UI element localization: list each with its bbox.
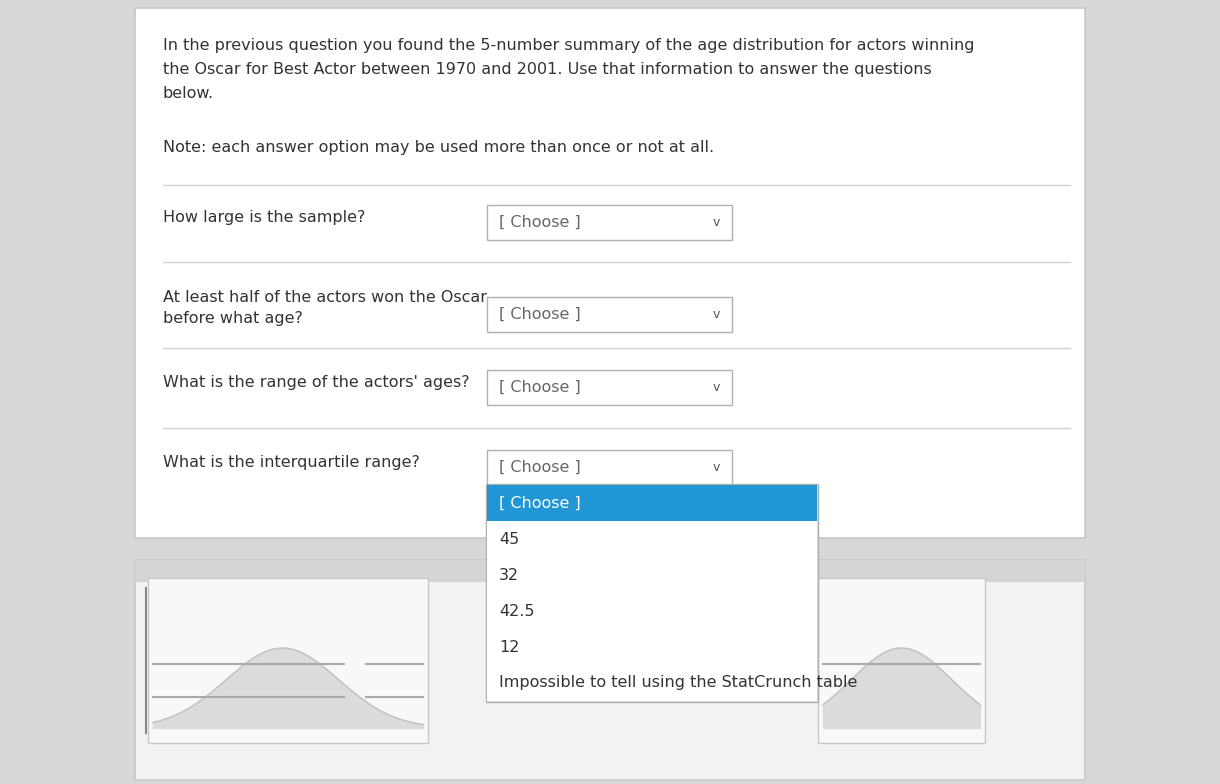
Bar [148,578,428,743]
Bar [486,484,817,702]
Text: [ Choose ]: [ Choose ] [499,380,581,395]
Bar [487,557,817,593]
Text: 32: 32 [499,568,520,583]
Bar [135,8,1085,538]
Bar [487,297,732,332]
Bar [487,521,817,557]
Text: What is the interquartile range?: What is the interquartile range? [163,455,420,470]
Text: At least half of the actors won the Oscar
before what age?: At least half of the actors won the Osca… [163,290,487,326]
Bar [487,665,817,701]
Text: How large is the sample?: How large is the sample? [163,210,365,225]
Text: 12: 12 [499,640,520,655]
Text: v: v [712,461,720,474]
Text: v: v [712,381,720,394]
Text: below.: below. [163,86,215,101]
Text: [ Choose ]: [ Choose ] [499,495,581,510]
Text: the Oscar for Best Actor between 1970 and 2001. Use that information to answer t: the Oscar for Best Actor between 1970 an… [163,62,932,77]
Bar [817,578,985,743]
Text: In the previous question you found the 5-number summary of the age distribution : In the previous question you found the 5… [163,38,975,53]
Text: 45: 45 [499,532,520,546]
Text: v: v [712,216,720,229]
Text: v: v [712,308,720,321]
Bar [487,593,817,629]
Bar [487,205,732,240]
Bar [135,560,1085,780]
Text: Note: each answer option may be used more than once or not at all.: Note: each answer option may be used mor… [163,140,714,155]
Text: [ Choose ]: [ Choose ] [499,215,581,230]
Text: Impossible to tell using the StatCrunch table: Impossible to tell using the StatCrunch … [499,676,858,691]
Bar [487,485,817,521]
Bar [487,370,732,405]
Text: 42.5: 42.5 [499,604,534,619]
Bar [487,450,732,485]
Text: What is the range of the actors' ages?: What is the range of the actors' ages? [163,375,470,390]
Bar [135,560,1085,582]
Text: [ Choose ]: [ Choose ] [499,460,581,475]
Text: [ Choose ]: [ Choose ] [499,307,581,322]
Bar [487,629,817,665]
